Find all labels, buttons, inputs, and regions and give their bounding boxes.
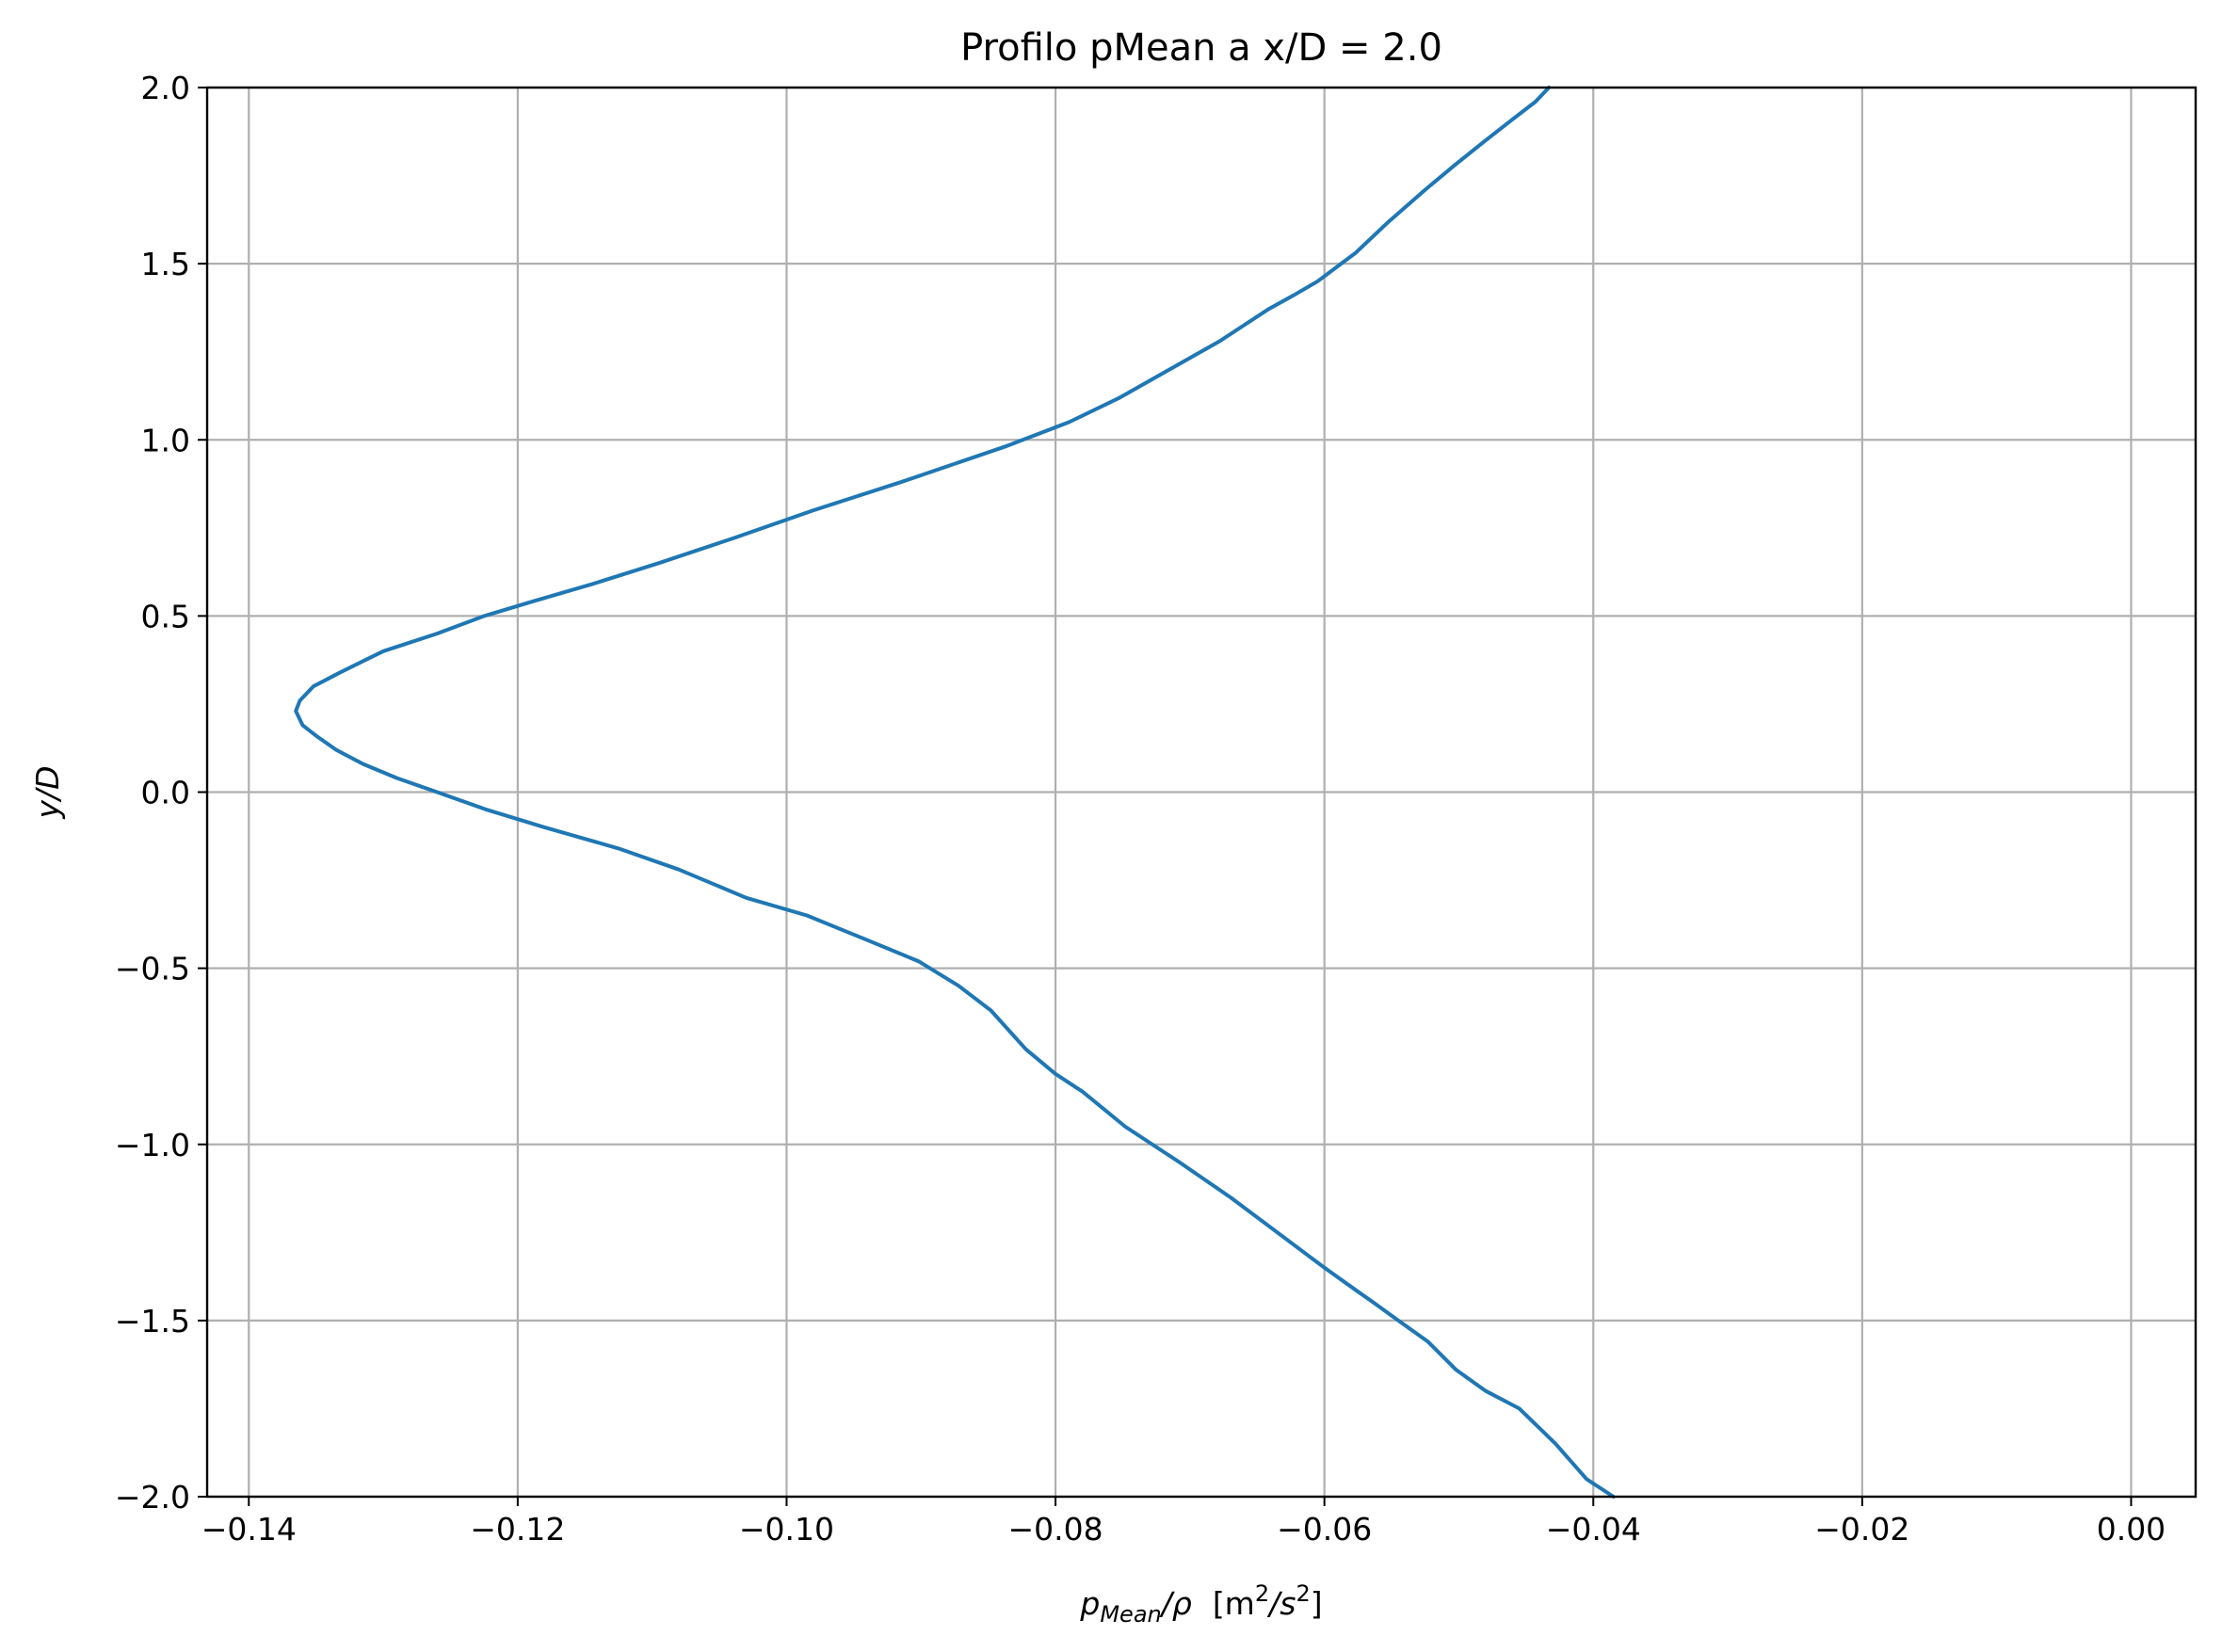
x-label-symbol: p	[1079, 1585, 1100, 1622]
x-label-units-sup2: 2	[1296, 1580, 1310, 1607]
x-label-units-prefix: [m	[1213, 1585, 1255, 1622]
y-tick-label: 0.5	[141, 598, 190, 634]
x-tick-label: 0.00	[2097, 1511, 2166, 1548]
y-tick-label: −2.0	[115, 1479, 190, 1516]
y-tick-label: 2.0	[141, 70, 190, 106]
plot-area	[294, 86, 1616, 1499]
series-line	[294, 86, 1616, 1499]
y-axis-label: y/D	[29, 765, 66, 819]
x-tick-label: −0.12	[470, 1511, 565, 1548]
x-tick-label: −0.14	[201, 1511, 297, 1548]
x-label-rest: /ρ	[1159, 1585, 1192, 1622]
ticks: −0.14 −0.12 −0.10 −0.08 −0.06 −0.04 −0.02 0.00 2…	[115, 70, 2166, 1548]
y-tick-label: −1.0	[115, 1127, 190, 1163]
x-label-units-mid: /s	[1266, 1585, 1296, 1622]
y-tick-label: 0.0	[141, 775, 190, 811]
y-tick-label: 1.0	[141, 422, 190, 458]
chart-title: Profilo pMean a x/D = 2.0	[960, 26, 1442, 70]
x-tick-label: −0.06	[1277, 1511, 1372, 1548]
y-tick-label: −0.5	[115, 951, 190, 987]
x-label-units-sup1: 2	[1255, 1580, 1269, 1607]
x-label-units-suffix: ]	[1311, 1585, 1323, 1622]
x-tick-label: −0.08	[1007, 1511, 1103, 1548]
x-tick-label: −0.02	[1814, 1511, 1909, 1548]
x-tick-label: −0.04	[1546, 1511, 1641, 1548]
y-tick-label: −1.5	[115, 1303, 190, 1339]
x-label-subscript: Mean	[1100, 1601, 1161, 1628]
y-tick-label: 1.5	[141, 246, 190, 282]
x-axis-label: pMean/ρ [m2/s2]	[1079, 1580, 1322, 1628]
x-tick-label: −0.10	[739, 1511, 834, 1548]
